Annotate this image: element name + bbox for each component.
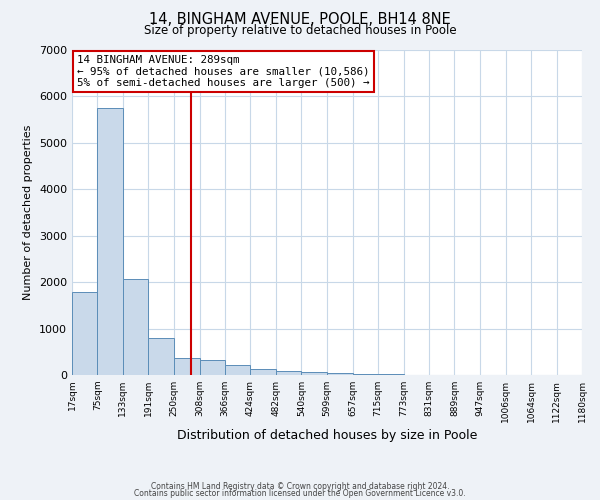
Bar [123, 280, 148, 375]
Bar [200, 360, 225, 375]
Bar [250, 369, 276, 375]
Text: 14, BINGHAM AVENUE, POOLE, BH14 8NE: 14, BINGHAM AVENUE, POOLE, BH14 8NE [149, 12, 451, 28]
Bar [276, 372, 301, 375]
Text: Contains HM Land Registry data © Crown copyright and database right 2024.: Contains HM Land Registry data © Crown c… [151, 482, 449, 491]
Y-axis label: Number of detached properties: Number of detached properties [23, 125, 34, 300]
Bar [378, 374, 404, 375]
Bar [148, 338, 174, 375]
Text: Contains public sector information licensed under the Open Government Licence v3: Contains public sector information licen… [134, 490, 466, 498]
Text: Size of property relative to detached houses in Poole: Size of property relative to detached ho… [143, 24, 457, 37]
Bar [327, 372, 353, 375]
Bar [301, 372, 327, 375]
Text: 14 BINGHAM AVENUE: 289sqm
← 95% of detached houses are smaller (10,586)
5% of se: 14 BINGHAM AVENUE: 289sqm ← 95% of detac… [77, 55, 370, 88]
Bar [174, 358, 200, 375]
X-axis label: Distribution of detached houses by size in Poole: Distribution of detached houses by size … [177, 429, 477, 442]
Bar [72, 292, 97, 375]
Bar [97, 108, 123, 375]
Bar [225, 365, 250, 375]
Bar [353, 374, 378, 375]
